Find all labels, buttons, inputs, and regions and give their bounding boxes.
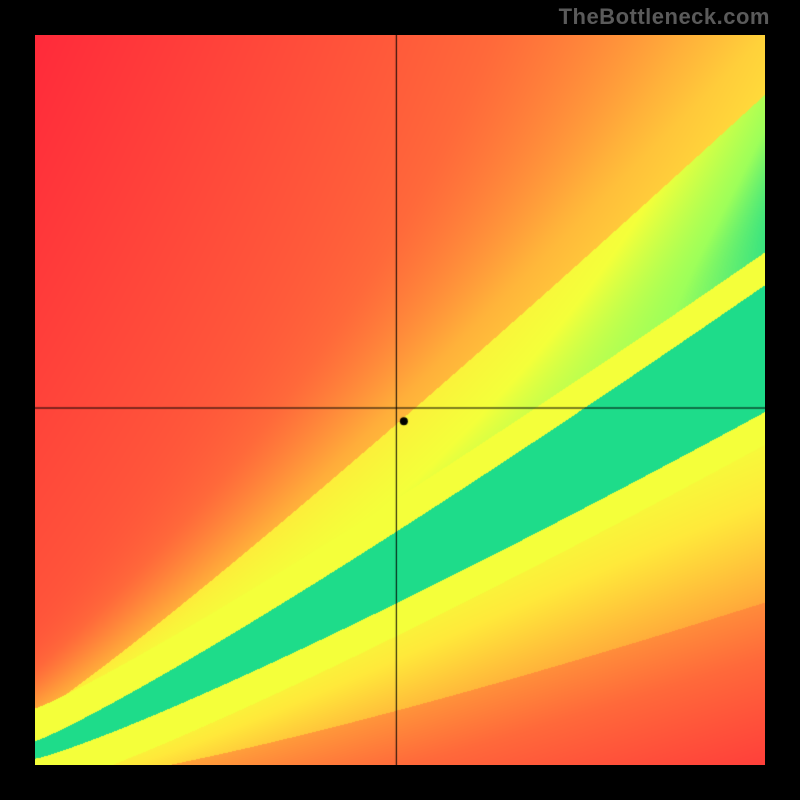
heatmap-plot-frame bbox=[35, 35, 765, 765]
heatmap-canvas bbox=[35, 35, 765, 765]
watermark-text: TheBottleneck.com bbox=[559, 4, 770, 30]
